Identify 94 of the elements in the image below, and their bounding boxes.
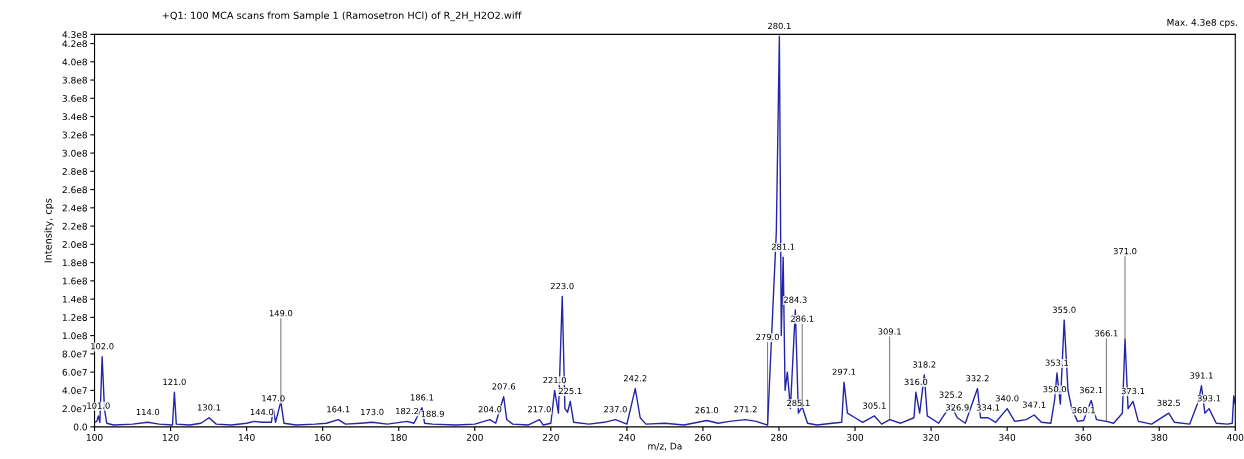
annotation: 217.0 (528, 406, 551, 413)
annotation: 297.1 (832, 368, 856, 375)
annotation: 350.0 (1043, 386, 1067, 393)
y-tick-label: 2.6e8 (62, 186, 87, 194)
annotation: 114.0 (136, 408, 160, 416)
annotation: 371.0 (1113, 248, 1137, 255)
annotation: 340.0 (995, 395, 1019, 402)
annotation: 144.0 (250, 408, 274, 416)
y-tick-label: 2.0e8 (62, 241, 87, 248)
annotation: 316.0 (904, 378, 928, 386)
x-tick-label: 160 (315, 433, 331, 441)
annotation: 355.0 (1052, 306, 1076, 313)
annotation: 237.0 (604, 406, 627, 413)
annotation: 353.1 (1045, 359, 1069, 366)
annotation: 271.2 (734, 406, 757, 413)
text: Max. 4.3e8 cps. (1167, 18, 1237, 28)
annotation: 188.9 (421, 410, 444, 417)
y-tick-label: 3.8e8 (62, 76, 87, 84)
y-tick-label: 2.2e8 (62, 222, 87, 230)
x-tick-label: 220 (542, 433, 559, 441)
x-tick-label: 100 (86, 433, 103, 441)
annotation: 279.0 (756, 333, 779, 341)
y-tick-label: 3.6e8 (62, 95, 87, 102)
y-tick-label: 3.2e8 (62, 131, 87, 139)
annotation: 326.9 (946, 404, 969, 411)
annotation: 284.3 (784, 296, 807, 303)
x-axis-title: m/z, Da (648, 442, 682, 451)
annotation: 101.0 (87, 402, 110, 409)
y-tick-label: 2.0e7 (62, 405, 87, 413)
annotation: 149.0 (269, 310, 293, 317)
chart-title: +Q1: 100 MCA scans from Sample 1 (Ramosetron HCl) of R_2H_H2O2.wiff (162, 11, 522, 22)
annotation: 334.1 (976, 404, 1000, 411)
annotation: 121.0 (163, 378, 186, 386)
y-tick-label: 1.0e8 (62, 332, 87, 340)
x-tick-label: 120 (162, 433, 179, 441)
annotation: 285.1 (787, 399, 810, 407)
y-tick-label: 4.0e7 (62, 387, 87, 394)
annotation: 393.1 (1197, 395, 1221, 402)
x-tick-label: 200 (466, 433, 483, 441)
annotation: 373.1 (1121, 387, 1145, 395)
y-tick-label: 3.0e8 (62, 149, 87, 157)
y-tick-label: 2.8e8 (62, 168, 87, 175)
x-tick-label: 320 (923, 433, 940, 441)
annotation: 280.1 (768, 22, 791, 30)
annotation: 164.1 (327, 406, 350, 413)
annotation: 325.2 (939, 391, 962, 398)
y-axis-title: Intensity, cps (44, 198, 54, 263)
annotation: 242.2 (623, 375, 647, 382)
annotation: 366.1 (1095, 330, 1118, 337)
x-tick-label: 360 (1075, 433, 1092, 441)
x-tick-label: 140 (239, 433, 255, 441)
annotation: 204.0 (478, 406, 502, 413)
annotation: 360.1 (1072, 407, 1095, 414)
y-tick-label: 1.2e8 (62, 314, 87, 321)
x-tick-label: 260 (694, 433, 711, 441)
annotation: 261.0 (695, 407, 719, 414)
x-tick-label: 380 (1151, 433, 1168, 441)
x-tick-label: 340 (999, 433, 1016, 441)
y-tick-label: 4.3e8 (62, 31, 87, 38)
y-tick-label: 4.0e8 (62, 58, 87, 66)
annotation: 130.1 (197, 404, 221, 411)
annotation: 221.0 (543, 376, 567, 384)
annotation: 347.1 (1022, 401, 1046, 408)
annotation: 207.6 (492, 383, 516, 390)
x-tick-label: 300 (847, 433, 864, 441)
annotation: 318.2 (912, 361, 936, 368)
annotation: 286.1 (790, 315, 814, 322)
y-tick-label: 2.4e8 (62, 204, 87, 212)
annotation: 102.0 (91, 343, 114, 350)
annotation: 225.1 (558, 387, 582, 395)
x-tick-label: 240 (618, 433, 635, 441)
annotation: 305.1 (863, 402, 886, 409)
annotation: 186.1 (410, 394, 434, 401)
x-tick-label: 400 (1227, 433, 1244, 441)
annotation: 147.0 (262, 395, 285, 402)
annotation: 362.1 (1079, 386, 1103, 394)
y-tick-label: 3.4e8 (62, 113, 87, 121)
annotation: 309.1 (878, 328, 901, 335)
x-tick-label: 280 (771, 433, 788, 441)
annotation: 281.1 (771, 243, 795, 250)
y-tick-label: 4.2e8 (62, 40, 87, 48)
y-tick-label: 6.0e7 (62, 368, 87, 376)
y-tick-label: 8.0e7 (62, 350, 87, 358)
annotation: 382.5 (1157, 399, 1180, 407)
annotation: 391.1 (1190, 372, 1213, 379)
annotation: 223.0 (550, 282, 574, 290)
y-tick-label: 1.8e8 (62, 259, 87, 267)
y-tick-label: 0.0 (73, 423, 87, 431)
annotation: 182.2 (396, 407, 419, 415)
y-tick-label: 1.4e8 (62, 295, 87, 303)
x-tick-label: 180 (391, 433, 407, 441)
y-tick-label: 1.6e8 (62, 277, 87, 285)
annotation: 173.0 (361, 408, 384, 416)
annotation: 332.2 (966, 375, 989, 382)
